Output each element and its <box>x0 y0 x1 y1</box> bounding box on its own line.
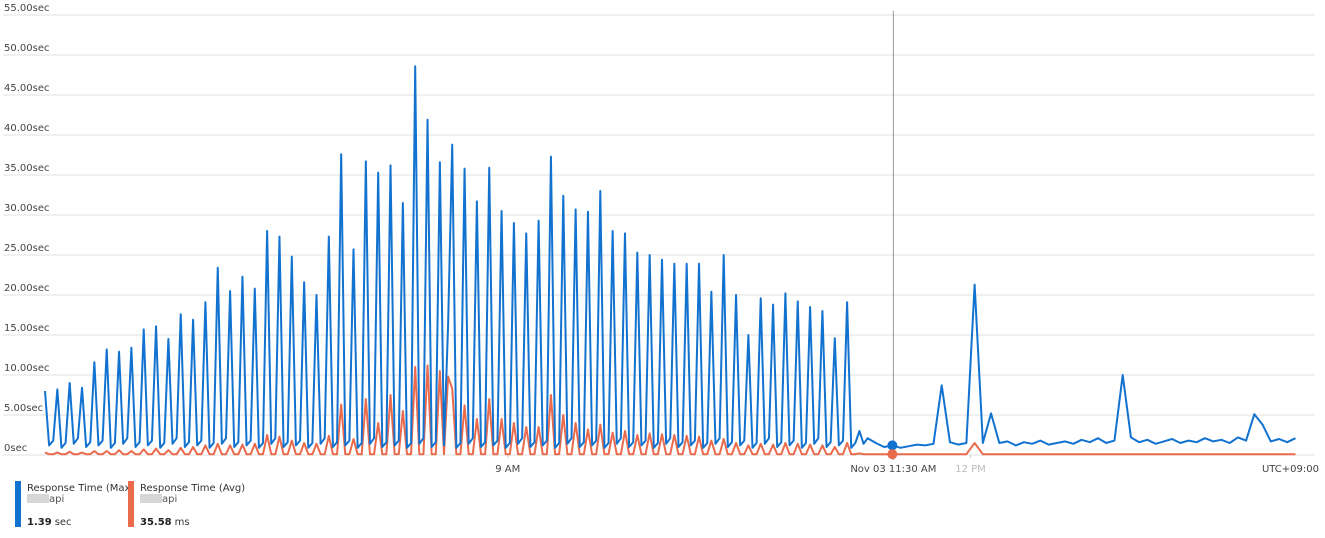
y-tick-label: 50.00sec <box>4 43 50 54</box>
cursor-label: Nov 03 11:30 AM <box>850 464 936 475</box>
y-tick-label: 30.00sec <box>4 203 50 214</box>
cursor-dot <box>887 440 898 451</box>
legend-name: Response Time (Avg) <box>140 483 245 494</box>
legend-summary: 1.39 <box>27 517 52 528</box>
y-tick-label: 15.00sec <box>4 323 50 334</box>
series-line <box>44 364 1296 456</box>
legend-redacted <box>140 494 162 503</box>
x-tick-label: 12 PM <box>955 464 986 475</box>
y-tick-label: 45.00sec <box>4 83 50 94</box>
legend-resource: api <box>49 494 64 505</box>
y-tick-label: 35.00sec <box>4 163 50 174</box>
y-tick-label: 5.00sec <box>4 403 43 414</box>
legend-item: Response Time (Max)api 1.39 sec <box>15 481 134 528</box>
y-tick-label: 10.00sec <box>4 363 50 374</box>
y-tick-label: 20.00sec <box>4 283 50 294</box>
legend-item: Response Time (Avg)api 35.58 ms <box>128 481 245 528</box>
series-line <box>44 65 1296 449</box>
legend-swatch <box>15 481 21 527</box>
legend-summary-unit: sec <box>55 517 72 528</box>
x-tick-label: 9 AM <box>495 464 520 475</box>
y-tick-label: 40.00sec <box>4 123 50 134</box>
legend-redacted <box>27 494 49 503</box>
cursor-dot <box>887 449 898 460</box>
legend-resource: api <box>162 494 177 505</box>
y-tick-label: 0sec <box>4 443 27 454</box>
legend-summary: 35.58 <box>140 517 172 528</box>
timezone-label: UTC+09:00 <box>1262 464 1319 475</box>
y-tick-label: 25.00sec <box>4 243 50 254</box>
y-tick-label: 55.00sec <box>4 3 50 14</box>
legend-name: Response Time (Max) <box>27 483 134 494</box>
legend-swatch <box>128 481 134 527</box>
legend-summary-unit: ms <box>175 517 190 528</box>
